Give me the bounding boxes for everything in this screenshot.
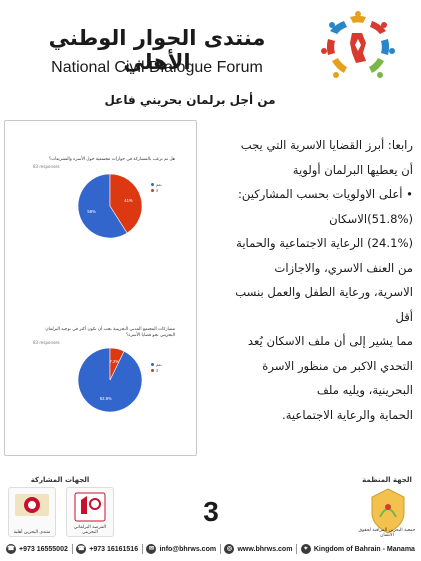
body-line: الاسرية، ورعاية الطفل والعمل بنسب <box>235 285 413 299</box>
contact-phone-1[interactable]: ☎ +973 16555002 <box>6 544 68 554</box>
chart-1-question: هل تم ترغب بالمشاركة في حوارات مجتمعية ح… <box>48 157 175 162</box>
partner-logo-1: منتدى البحرين أهلية <box>8 487 56 537</box>
contact-phone-2-text: +973 16161516 <box>89 545 139 553</box>
forum-logo <box>321 11 395 78</box>
legend-item: لا <box>156 187 159 193</box>
contact-email[interactable]: ✉ info@bhrws.com <box>146 544 216 554</box>
contact-phone-2[interactable]: ☎ +973 16161516 <box>76 544 138 554</box>
legend-item: نعم <box>156 181 162 187</box>
contact-website[interactable]: ◎ www.bhrws.com <box>224 544 292 554</box>
body-line: • أعلى الاولويات بحسب المشاركين: <box>238 187 413 201</box>
body-line: أن يعطيها البرلمان أولوية <box>292 162 413 177</box>
divider <box>71 544 73 554</box>
pie-slice-لا <box>109 347 125 381</box>
pie-slice-label: 41% <box>124 198 133 203</box>
divider <box>219 544 221 554</box>
phone-icon: ☎ <box>6 544 16 554</box>
pie-slice-label: 7.2% <box>110 359 120 364</box>
partner-logo-2: المرصد البرلماني البحريني <box>66 487 114 537</box>
contact-email-text: info@bhrws.com <box>159 545 217 553</box>
page-subtitle: من أجل برلمان بحريني فاعل <box>104 93 276 107</box>
chart-card-2: مشاركات المجتمع المدني البحرينية يجب أن … <box>33 327 175 345</box>
body-line: رابعا: أبرز القضايا الاسرية التي يجب <box>240 138 413 152</box>
organizer-emblem <box>371 488 405 534</box>
page-title-english: National Civil Dialogue Forum <box>51 59 263 76</box>
organizer-name: جمعية البحرين المراقبة لحقوق الانسان <box>358 528 416 538</box>
organizer-logo <box>366 487 410 537</box>
page-title-arabic: منتدى الحوار الوطني الأهلي <box>48 26 266 74</box>
legend-item: نعم <box>156 361 162 367</box>
pie-chart-2: 92.8% 7.2% <box>77 347 143 413</box>
contact-website-text: www.bhrws.com <box>237 545 293 553</box>
body-line: من العنف الاسري، والاجازات <box>274 260 413 275</box>
body-line: البحرينية، ويليه ملف <box>316 383 413 397</box>
chart-2-legend: نعم لا <box>151 361 162 373</box>
organizer-label: الجهة المنظمة <box>362 476 412 484</box>
chart-1-legend: نعم لا <box>151 181 162 193</box>
partner-2-emblem <box>74 492 106 522</box>
body-line: (51.8%)الاسكان <box>329 211 413 226</box>
legend-swatch <box>151 362 154 366</box>
divider <box>141 544 143 554</box>
partner-1-emblem <box>15 494 49 516</box>
globe-icon: ◎ <box>224 544 235 554</box>
body-line: التحدي الاكبر من منظور الاسرة <box>262 358 413 373</box>
contact-phone-1-text: +973 16555002 <box>19 545 68 553</box>
partner-2-name: المرصد البرلماني البحريني <box>73 525 107 535</box>
page-number: 3 <box>203 496 219 527</box>
body-line: الحماية والرعاية الاجتماعية. <box>282 407 413 422</box>
legend-swatch <box>151 368 154 372</box>
divider <box>296 544 298 554</box>
pie-slice-لا <box>109 173 143 234</box>
contact-location-text: Kingdom of Bahrain - Manama <box>313 545 415 553</box>
legend-swatch <box>151 188 154 192</box>
legend-swatch <box>151 182 154 186</box>
legend-item: لا <box>156 367 159 373</box>
contact-location: ⌖ Kingdom of Bahrain - Manama <box>300 544 415 554</box>
body-text: رابعا: أبرز القضايا الاسرية التي يجب أن … <box>205 133 413 427</box>
chart-card-1: هل تم ترغب بالمشاركة في حوارات مجتمعية ح… <box>33 157 175 169</box>
email-icon: ✉ <box>146 544 157 554</box>
pie-slice-label: 92.8% <box>100 396 112 401</box>
survey-charts-panel: هل تم ترغب بالمشاركة في حوارات مجتمعية ح… <box>4 120 197 456</box>
pie-slice-label: 58% <box>87 209 96 214</box>
body-line: أقل <box>395 309 413 324</box>
phone-icon: ☎ <box>76 544 87 554</box>
partner-1-name: منتدى البحرين أهلية <box>13 530 51 535</box>
pie-chart-1: 58% 41% <box>77 173 143 239</box>
chart-2-responses: 83 responses <box>33 340 60 345</box>
body-line: مما يشير إلى أن ملف الاسكان يُعد <box>247 334 413 348</box>
partners-label: الجهات المشاركة <box>30 476 90 484</box>
chart-2-question: مشاركات المجتمع المدني البحرينية يجب أن … <box>45 327 175 338</box>
body-line: (24.1%) الرعاية الاجتماعية والحماية <box>236 236 413 250</box>
location-icon: ⌖ <box>300 544 311 554</box>
chart-1-responses: 83 responses <box>33 164 60 169</box>
pie-slice-نعم <box>77 173 128 239</box>
contact-bar: ☎ +973 16555002 ☎ +973 16161516 ✉ info@b… <box>0 541 421 557</box>
